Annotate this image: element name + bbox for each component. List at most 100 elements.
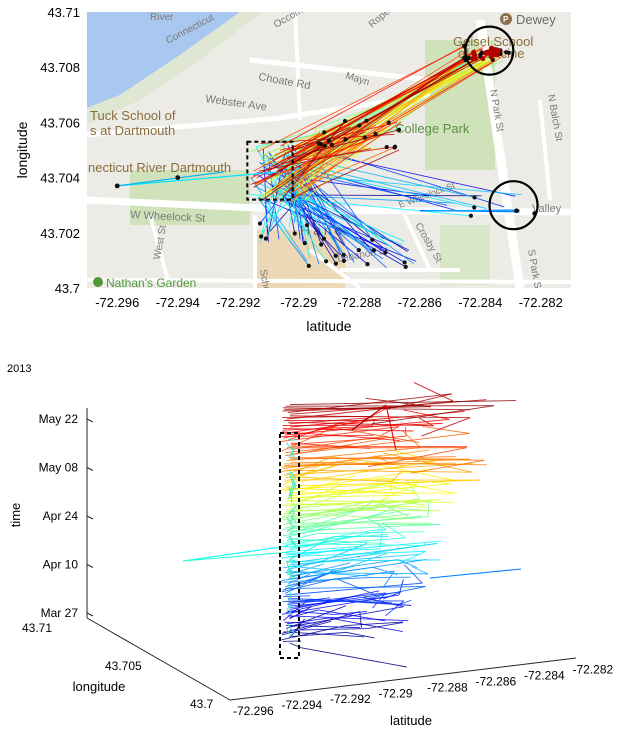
trajectory-3d-segment [421,417,471,437]
trajectory-3d-segment [283,419,377,434]
highlight-circle [488,180,539,231]
location-point [322,130,327,135]
trajectory-3d-segment [290,492,455,494]
trajectory-3d-segment [282,407,470,411]
trajectory-segment [272,52,483,167]
location-point [333,253,338,258]
location-point [362,135,368,140]
trajectory-3d-segment [402,430,421,448]
trajectory-segment [250,193,471,217]
trajectory-3d-segment [290,435,407,446]
trajectory-3d-segment [375,477,456,494]
trajectory-3d-segment [397,559,418,569]
trajectory-segment [301,121,402,189]
trajectory-3d-segment [286,628,292,639]
trajectory-3d-segment [422,426,470,434]
location-point [292,231,297,236]
trajectory-segment [290,126,351,153]
trajectory-3d-segment [382,522,406,539]
trajectory-3d-segment [290,510,295,523]
trajectory-3d-segment [285,548,380,554]
map-label-nathans: Nathan's Garden [106,276,196,290]
trajectory-3d-segment [338,552,388,571]
z-tick-label: May 08 [39,461,79,475]
trajectory-3d-segment [290,591,402,609]
trajectory-3d-segment [182,545,289,562]
trajectory-3d-segment [289,483,382,503]
x-tick-label: -72.292 [216,295,260,310]
trajectory-3d-segment [391,470,403,483]
location-point [514,208,519,214]
trajectory-segment [258,197,417,262]
location-point [357,123,362,128]
trajectory-3d-segment [285,582,423,596]
map-label-dewey: Dewey [516,12,556,27]
trajectory-3d-segment [286,570,369,577]
trajectory-3d-segment [382,452,473,473]
trajectory-3d-segment [289,572,293,578]
trajectory-lines [117,44,522,269]
svg-text:P: P [503,15,509,24]
map-label-conn-river-dartmouth: necticut River Dartmouth [88,160,231,175]
trajectory-3d-segment [282,595,311,598]
x3d-tick-label: -72.294 [282,698,323,712]
map-chart: River Connecticut Occom Rope Mayn Choate… [14,5,571,334]
trajectory-3d-segment [345,621,404,627]
trajectory-3d-segment [289,606,404,628]
trajectory-3d-segment [374,499,440,504]
x3d-tick-label: -72.284 [524,669,565,683]
trajectory-3d-segment [381,457,471,460]
trajectory-3d-segment [281,434,374,438]
trajectory-3d-segment [379,477,451,485]
trajectory-3d-segment [411,566,429,575]
trajectory-3d-segment [286,604,292,610]
trajectory-segment [293,161,487,209]
trajectory-3d-segment [288,538,385,545]
trajectory-3d-segment [287,623,296,634]
x-tick-label: -72.294 [156,295,200,310]
trajectory-3d-segment [286,560,291,573]
trajectory-3d-segment [334,611,367,615]
trajectory-segment [289,147,395,194]
location-point [489,52,495,58]
trajectory-segment [262,166,327,262]
y-tick-label: 43.702 [40,226,80,241]
trajectory-3d-segment [289,631,347,638]
location-point [316,141,321,146]
trajectory-3d-segment [413,382,454,402]
trajectory-3d-segment [284,621,316,624]
trajectory-3d-segment [288,504,298,515]
location-point [370,237,375,242]
trajectory-3d-segment [289,513,412,527]
location-point [472,195,477,200]
location-point [461,55,467,61]
location-point [506,50,511,55]
trajectory-segment [280,45,465,147]
x-tick-label: -72.282 [519,295,563,310]
location-point [402,260,407,265]
map-xlabel: latitude [306,318,351,334]
location-point [468,213,474,218]
location-point [341,252,346,257]
map-label-tuck1: Tuck School of [90,108,176,123]
trajectory-segment [293,47,495,164]
location-point [322,143,328,149]
trajectory-3d-segment [429,568,522,579]
trajectory-3d-segment [285,469,473,473]
trajectory-3d-segment [286,503,427,508]
z-tick-label: Apr 24 [43,509,79,523]
trajectory-3d-segment [286,500,454,503]
trajectory-3d-segment [285,586,426,590]
trajectory-3d-segment [346,631,375,639]
3d-ticks: Mar 27 Apr 10 Apr 24 May 08 May 22 43.71 43.70… [22,412,614,718]
y3d-tick-label: 43.7 [190,697,214,711]
trajectory-3d-segment [418,417,434,427]
trajectory-segment [273,54,477,161]
location-point [175,175,181,181]
trajectory-3d-segment [286,509,440,512]
map-label-tuck2: s at Dartmouth [90,123,175,138]
location-point [364,118,369,123]
trajectory-3d-segment [286,516,295,529]
trajectory-segment [301,151,331,199]
